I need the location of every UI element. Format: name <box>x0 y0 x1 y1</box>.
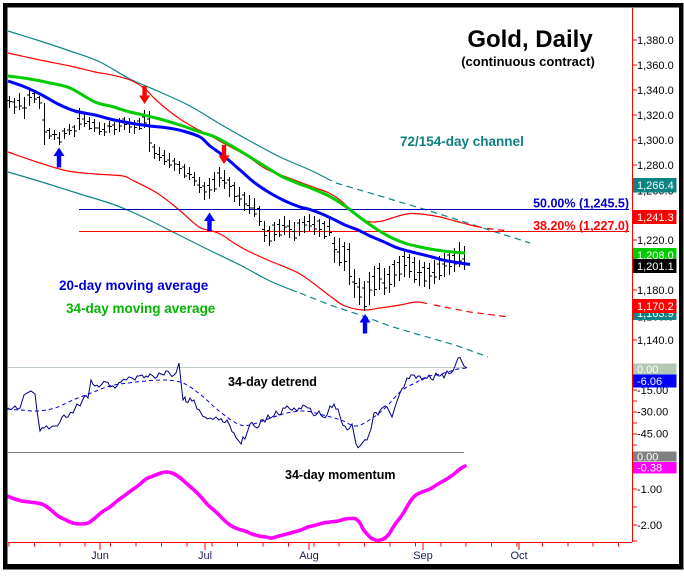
svg-text:1,220.0: 1,220.0 <box>637 235 674 247</box>
svg-text:34-day moving average: 34-day moving average <box>66 301 216 316</box>
svg-text:38.20% (1,227.0): 38.20% (1,227.0) <box>533 219 629 233</box>
svg-text:-15.00: -15.00 <box>637 385 668 397</box>
svg-text:1,241.3: 1,241.3 <box>637 212 674 224</box>
svg-text:1,140.0: 1,140.0 <box>637 335 674 347</box>
svg-text:1,300.0: 1,300.0 <box>637 135 674 147</box>
svg-text:Gold, Daily: Gold, Daily <box>467 26 593 53</box>
svg-text:1,201.1: 1,201.1 <box>637 261 674 273</box>
svg-text:(continuous contract): (continuous contract) <box>461 54 595 69</box>
svg-text:Jun: Jun <box>91 550 109 562</box>
svg-text:1,320.0: 1,320.0 <box>637 110 674 122</box>
svg-text:1,266.4: 1,266.4 <box>637 180 674 192</box>
svg-text:34-day momentum: 34-day momentum <box>285 468 395 482</box>
svg-text:1,280.0: 1,280.0 <box>637 160 674 172</box>
svg-text:0.00: 0.00 <box>637 364 658 376</box>
svg-text:Aug: Aug <box>299 550 319 562</box>
svg-text:1,380.0: 1,380.0 <box>637 35 674 47</box>
svg-text:-0.38: -0.38 <box>637 463 662 475</box>
svg-text:1,360.0: 1,360.0 <box>637 60 674 72</box>
svg-text:72/154-day channel: 72/154-day channel <box>400 134 524 149</box>
svg-text:-45.00: -45.00 <box>637 428 668 440</box>
svg-text:-30.00: -30.00 <box>637 406 668 418</box>
svg-text:-6.06: -6.06 <box>637 376 662 388</box>
svg-text:0.00: 0.00 <box>637 451 658 463</box>
svg-text:34-day detrend: 34-day detrend <box>228 375 317 389</box>
svg-text:1,180.0: 1,180.0 <box>637 285 674 297</box>
svg-text:-1.00: -1.00 <box>637 484 662 496</box>
svg-text:20-day moving average: 20-day moving average <box>59 278 209 293</box>
svg-text:1,170.2: 1,170.2 <box>637 301 674 313</box>
svg-text:-2.00: -2.00 <box>637 520 662 532</box>
svg-text:Sep: Sep <box>413 550 433 562</box>
svg-text:Jul: Jul <box>198 550 212 562</box>
svg-text:1,208.0: 1,208.0 <box>637 250 674 262</box>
svg-text:Oct: Oct <box>510 550 527 562</box>
svg-text:1,340.0: 1,340.0 <box>637 85 674 97</box>
svg-text:50.00% (1,245.5): 50.00% (1,245.5) <box>533 197 629 211</box>
